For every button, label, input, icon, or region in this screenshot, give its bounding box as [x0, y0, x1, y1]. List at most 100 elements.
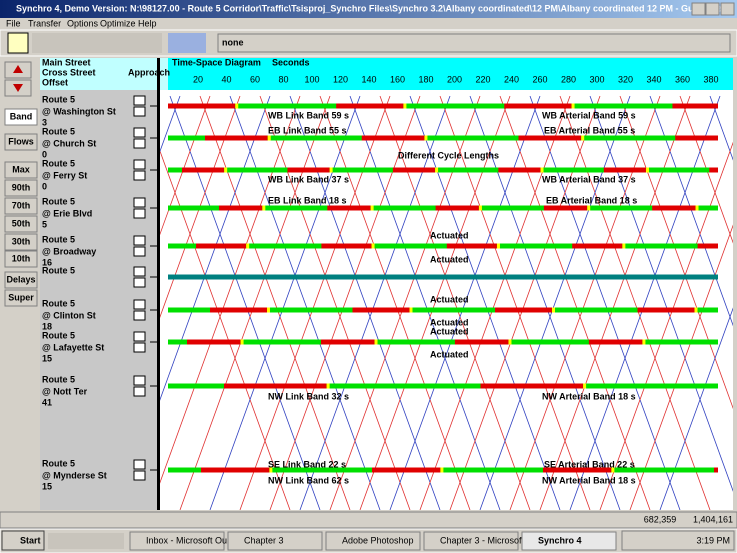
red-phase: [454, 339, 509, 345]
menu-item[interactable]: Options: [67, 18, 99, 28]
approach-icon: [133, 170, 146, 181]
diagram-title: Time-Space Diagram: [172, 57, 261, 67]
menu-item[interactable]: Optimize: [100, 18, 136, 28]
yellow-phase: [587, 205, 591, 211]
side-button-label: 50th: [12, 218, 31, 228]
side-button-label: Super: [8, 292, 34, 302]
trajectory: [239, 96, 391, 510]
band-label: Actuated: [430, 317, 469, 327]
yellow-phase: [240, 339, 244, 345]
approach-icon: [133, 138, 146, 149]
yellow-phase: [224, 167, 228, 173]
close-button[interactable]: [720, 2, 735, 16]
red-phase: [446, 243, 497, 249]
red-phase: [588, 339, 643, 345]
red-phase: [480, 383, 584, 389]
red-phase: [709, 167, 718, 173]
side-button[interactable]: [4, 108, 38, 126]
yellow-phase: [329, 167, 333, 173]
approach-icon: [133, 266, 146, 277]
signal-bar: [168, 339, 718, 345]
tool-icons[interactable]: [168, 33, 206, 53]
red-phase: [321, 243, 372, 249]
trajectory: [589, 96, 733, 492]
side-button[interactable]: [4, 215, 38, 233]
trajectory: [629, 224, 733, 510]
cross-street: @ Nott Ter: [42, 386, 88, 396]
red-phase: [361, 135, 425, 141]
taskbar-item[interactable]: [423, 531, 519, 551]
yellow-phase: [370, 205, 374, 211]
taskbar-item[interactable]: [521, 531, 617, 551]
tool-icons[interactable]: [32, 33, 162, 53]
trajectory: [419, 96, 571, 510]
yellow-phase: [262, 205, 266, 211]
red-phase: [372, 467, 441, 473]
yellow-phase: [403, 103, 407, 109]
offset: 3: [42, 117, 47, 127]
down-arrow: [13, 84, 23, 92]
red-phase: [504, 103, 572, 109]
band-label: WB Link Band 37 s: [268, 174, 349, 184]
side-button[interactable]: [4, 250, 38, 268]
side-button[interactable]: [4, 161, 38, 179]
signal-bar: [168, 307, 718, 313]
trajectory: [449, 96, 601, 510]
trajectory: [539, 96, 691, 510]
trajectory: [679, 96, 733, 244]
approach-icon: [133, 331, 146, 342]
main-street: Route 5: [42, 458, 75, 468]
tool-icon[interactable]: [7, 32, 29, 54]
menu-item[interactable]: Transfer: [28, 18, 61, 28]
approach-icon: [133, 459, 146, 470]
divider: [157, 58, 160, 510]
side-button[interactable]: [4, 133, 38, 151]
minimize-button[interactable]: [691, 2, 706, 16]
trajectory: [299, 96, 451, 510]
taskbar-item[interactable]: [227, 531, 323, 551]
taskbar-item[interactable]: [325, 531, 421, 551]
red-phase: [392, 167, 436, 173]
time-tick: 40: [221, 74, 231, 84]
red-phase: [196, 243, 247, 249]
trajectory: [569, 96, 721, 510]
diagram-area: [160, 90, 733, 510]
band-label: WB Arterial Band 37 s: [542, 174, 636, 184]
trajectory: [160, 96, 211, 236]
band-label: NW Arterial Band 18 s: [542, 391, 636, 401]
start-button[interactable]: [1, 530, 45, 551]
signal-bar: [168, 103, 718, 109]
side-button[interactable]: [4, 233, 38, 251]
red-phase: [714, 467, 718, 473]
cross-street: @ Broadway: [42, 246, 96, 256]
yellow-phase: [409, 307, 413, 313]
quick-launch[interactable]: [48, 533, 124, 549]
start-text: Start: [20, 535, 41, 545]
trajectory: [160, 96, 241, 318]
taskbar-item[interactable]: [129, 531, 225, 551]
trajectory: [269, 96, 421, 510]
band-label: EB Arterial Band 18 s: [546, 195, 637, 205]
side-button[interactable]: [4, 179, 38, 197]
side-button-label: 10th: [12, 253, 31, 263]
side-button[interactable]: [4, 289, 38, 307]
maximize-button[interactable]: [705, 2, 720, 16]
red-phase: [697, 243, 718, 249]
diagram-header: [168, 58, 733, 90]
window-controls[interactable]: [691, 2, 735, 16]
red-phase: [224, 383, 327, 389]
side-button[interactable]: [4, 271, 38, 289]
time-tick: 20: [193, 74, 203, 84]
yellow-phase: [267, 307, 270, 313]
side-button-label: Flows: [8, 136, 34, 146]
time-tick: 380: [703, 74, 718, 84]
trajectory: [599, 141, 733, 510]
main-street: Route 5: [42, 234, 75, 244]
yellow-phase: [571, 103, 575, 109]
side-button-label: 90th: [12, 182, 31, 192]
side-button[interactable]: [4, 197, 38, 215]
menu-item[interactable]: Help: [138, 18, 157, 28]
band-label: Actuated: [430, 294, 469, 304]
trajectory: [329, 96, 481, 510]
menu-item[interactable]: File: [6, 18, 21, 28]
